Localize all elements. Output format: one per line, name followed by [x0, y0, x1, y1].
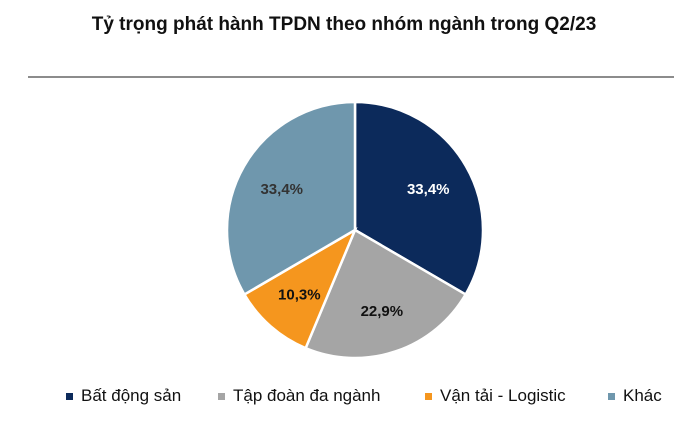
pie-slice-khac [225, 100, 357, 297]
pie-slice-bat-dong-san [353, 100, 485, 297]
pie-slice-tap-doan-da-nganh [304, 228, 468, 360]
data-label-van-tai-logistic: 10,3% [278, 287, 321, 304]
legend-swatch-bat-dong-san [66, 392, 73, 400]
legend-label-khac: Khác [623, 386, 662, 405]
legend-item-tap-doan-da-nganh: Tập đoàn đa ngành [218, 386, 380, 406]
legend-swatch-van-tai-logistic [425, 392, 432, 400]
data-label-bat-dong-san: 33,4% [407, 181, 450, 198]
chart-title: Tỷ trọng phát hành TPDN theo nhóm ngành … [91, 14, 597, 35]
chart-legend: Bất động sản Tập đoàn đa ngành Vận tải -… [0, 386, 688, 408]
legend-item-khac: Khác [608, 386, 662, 406]
data-label-khac: 33,4% [260, 181, 303, 198]
legend-item-van-tai-logistic: Vận tải - Logistic [425, 386, 566, 406]
pie-slice-van-tai-logistic [242, 227, 358, 350]
legend-label-tap-doan-da-nganh: Tập đoàn đa ngành [233, 386, 381, 405]
legend-label-van-tai-logistic: Vận tải - Logistic [440, 386, 566, 405]
data-label-tap-doan-da-nganh: 22,9% [361, 303, 404, 320]
legend-swatch-khac [608, 392, 615, 400]
legend-label-bat-dong-san: Bất động sản [81, 386, 182, 405]
legend-item-bat-dong-san: Bất động sản [66, 386, 181, 406]
legend-swatch-tap-doan-da-nganh [218, 392, 225, 400]
title-divider [28, 76, 674, 78]
pie-chart: 33,4% 22,9% 10,3% 33,4% [225, 100, 485, 360]
